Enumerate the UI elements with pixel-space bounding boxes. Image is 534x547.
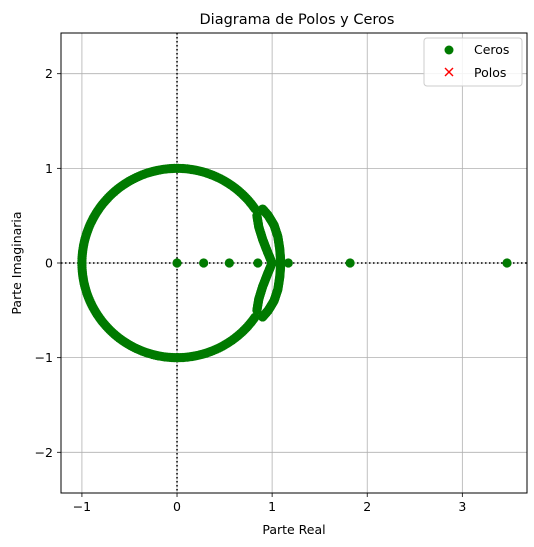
x-axis-label: Parte Real — [262, 522, 325, 537]
legend-ceros-marker — [444, 45, 454, 55]
y-tick-label: 0 — [45, 256, 53, 271]
zero-point-real — [199, 258, 209, 268]
zeros-series — [77, 163, 512, 363]
legend-polos-label: Polos — [474, 65, 506, 80]
x-tick-label: −1 — [73, 499, 91, 514]
plot-frame — [60, 32, 528, 494]
zero-point-real — [253, 258, 263, 268]
reference-lines — [61, 33, 527, 493]
y-tick-label: 2 — [45, 66, 53, 81]
legend: Ceros Polos — [423, 37, 523, 87]
zero-point-real — [283, 258, 293, 268]
chart-title: Diagrama de Polos y Ceros — [200, 12, 395, 28]
zero-point-real — [224, 258, 234, 268]
legend-ceros-label: Ceros — [474, 42, 509, 57]
zero-point — [250, 312, 260, 322]
y-tick-label: −1 — [35, 350, 53, 365]
x-tick-label: 1 — [268, 499, 276, 514]
zero-point-real — [345, 258, 355, 268]
zero-point-real — [172, 258, 182, 268]
y-axis-label: Parte Imaginaria — [9, 211, 24, 314]
zero-point — [252, 305, 262, 315]
x-tick-label: 2 — [363, 499, 371, 514]
y-tick-label: 1 — [45, 161, 53, 176]
y-tick-label: −2 — [35, 445, 53, 460]
legend-polos-marker — [444, 67, 454, 77]
x-tick-label: 0 — [173, 499, 181, 514]
x-tick-label: 3 — [458, 499, 466, 514]
zero-point — [252, 211, 262, 221]
ticks: −1 0 1 2 3 −2 −1 0 1 2 — [35, 66, 467, 514]
zero-point — [276, 260, 286, 270]
zero-point-real — [502, 258, 512, 268]
